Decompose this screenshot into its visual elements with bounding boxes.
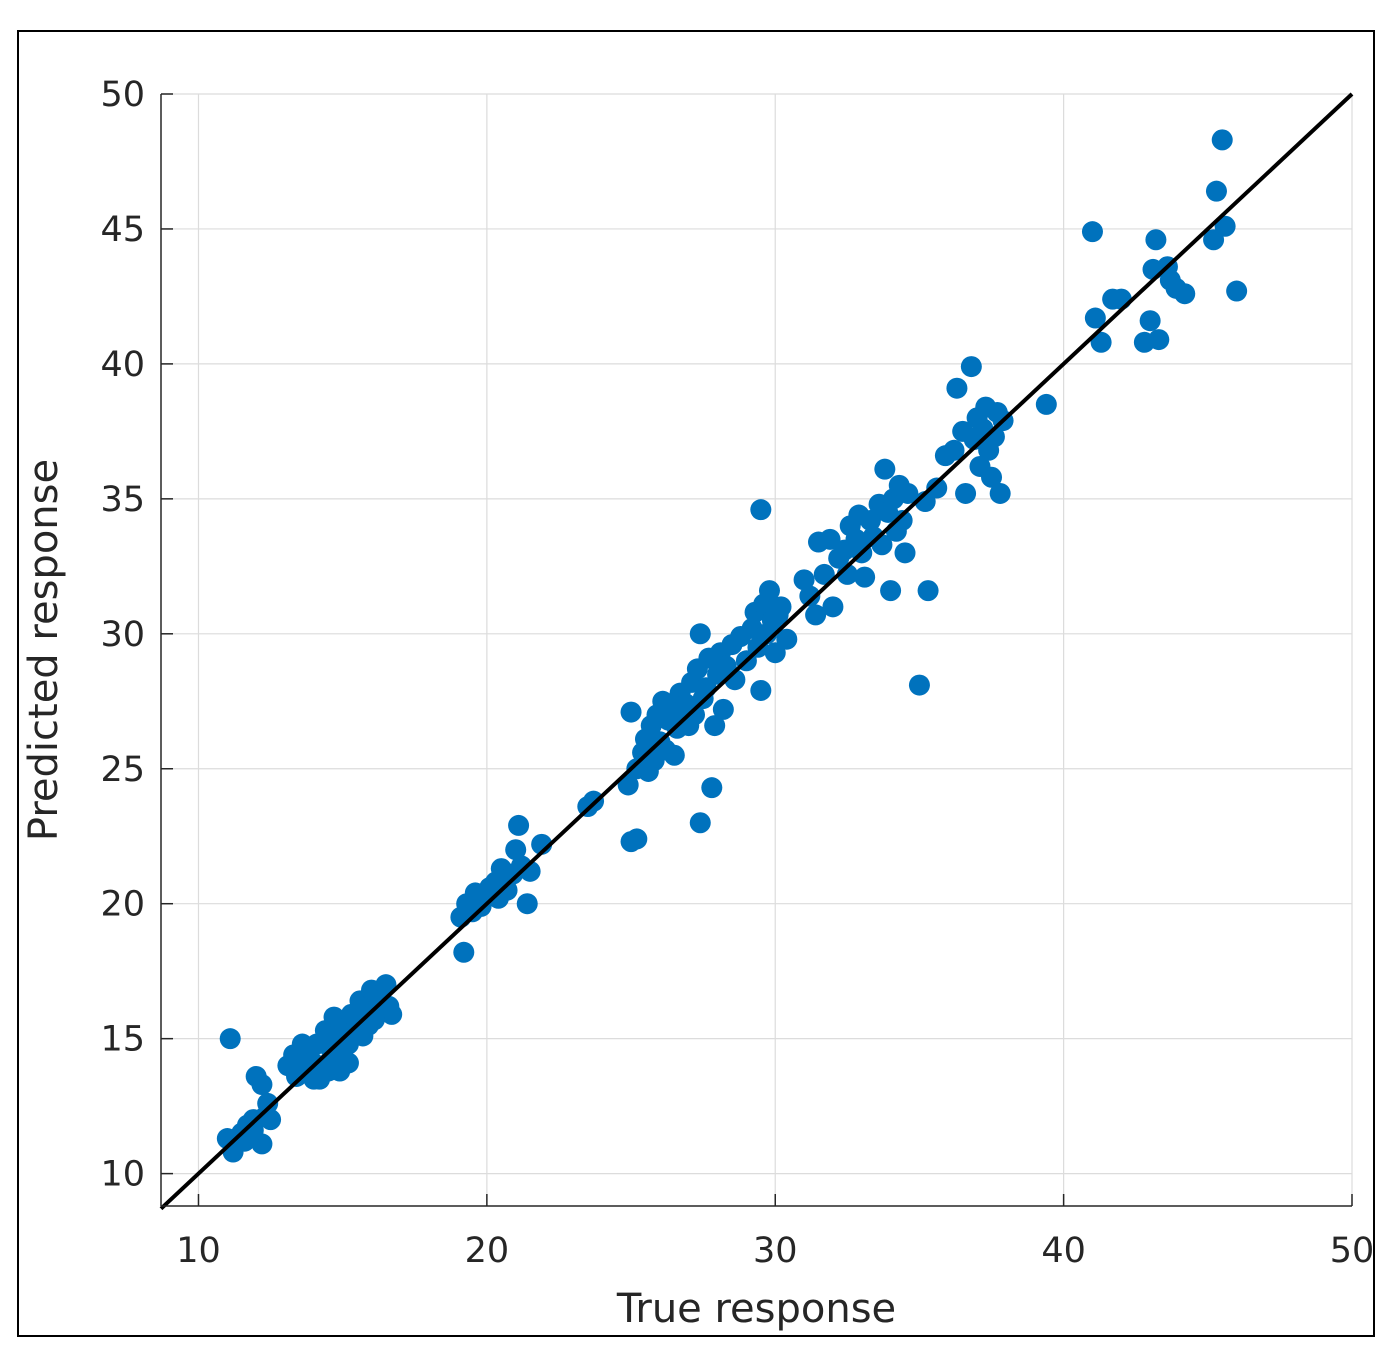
reference-line-layer [159, 92, 1354, 1211]
data-point [926, 477, 948, 499]
grid [161, 93, 1353, 1206]
data-point [1211, 129, 1233, 151]
y-tick-label: 20 [100, 885, 145, 925]
data-point [955, 482, 977, 504]
y-tick-label: 45 [100, 210, 145, 250]
data-point [1148, 329, 1170, 351]
data-point [793, 569, 815, 591]
reference-line [159, 92, 1354, 1211]
data-point [663, 744, 685, 766]
data-point [859, 509, 881, 531]
data-point [750, 499, 772, 521]
data-point [309, 1068, 331, 1090]
data-point [1145, 229, 1167, 251]
data-point [750, 679, 772, 701]
data-point [626, 828, 648, 850]
y-tick-label: 50 [100, 75, 145, 115]
axes: 10 20 30 40 50 10 15 20 25 30 35 40 45 50 [100, 75, 1373, 1271]
data-point [981, 466, 1003, 488]
data-point [1205, 180, 1227, 202]
data-point [946, 377, 968, 399]
data-point [453, 941, 475, 963]
data-point [917, 580, 939, 602]
data-point [822, 596, 844, 618]
data-point [770, 596, 792, 618]
data-point [251, 1074, 273, 1096]
data-point [1214, 215, 1236, 237]
data-point [880, 580, 902, 602]
data-point [704, 715, 726, 737]
data-point [805, 604, 827, 626]
data-point [496, 879, 518, 901]
data-point [337, 1052, 359, 1074]
data-point [689, 623, 711, 645]
data-point [701, 777, 723, 799]
data-point [799, 585, 821, 607]
y-tick-label: 25 [100, 750, 145, 790]
data-point [960, 356, 982, 378]
scatter-plot: 10 20 30 40 50 10 15 20 25 30 35 40 45 50 True respon… [21, 75, 1373, 1332]
chart-frame: 10 20 30 40 50 10 15 20 25 30 35 40 45 50 True respon… [17, 30, 1375, 1337]
data-point [1226, 280, 1248, 302]
data-point [620, 701, 642, 723]
data-point [989, 482, 1011, 504]
data-point [813, 563, 835, 585]
data-point [363, 1009, 385, 1031]
data-points [216, 129, 1248, 1163]
data-point [516, 893, 538, 915]
data-point [381, 1003, 403, 1025]
data-point [776, 628, 798, 650]
data-point [508, 814, 530, 836]
data-point [1081, 221, 1103, 243]
data-point [758, 580, 780, 602]
data-point [617, 774, 639, 796]
x-tick-label: 10 [176, 1231, 221, 1271]
x-tick-label: 20 [465, 1231, 510, 1271]
data-point [683, 704, 705, 726]
data-point [1174, 283, 1196, 305]
data-point [219, 1028, 241, 1050]
y-tick-label: 40 [100, 345, 145, 385]
data-point [1084, 307, 1106, 329]
data-point [712, 698, 734, 720]
x-axis-label: True response [616, 1286, 896, 1332]
data-point [943, 439, 965, 461]
data-point [1110, 288, 1132, 310]
y-axis-label: Predicted response [21, 459, 67, 841]
data-point [505, 839, 527, 861]
data-point [1139, 310, 1161, 332]
data-point [479, 877, 501, 899]
data-point [254, 1106, 276, 1128]
x-tick-label: 30 [753, 1231, 798, 1271]
x-tick-label: 40 [1041, 1231, 1086, 1271]
data-point [1035, 393, 1057, 415]
y-tick-label: 30 [100, 615, 145, 655]
data-point [854, 566, 876, 588]
data-point [819, 528, 841, 550]
x-tick-label: 50 [1330, 1231, 1373, 1271]
data-point [291, 1033, 313, 1055]
y-tick-label: 35 [100, 480, 145, 520]
data-point [689, 812, 711, 834]
y-tick-label: 15 [100, 1020, 145, 1060]
data-point [908, 674, 930, 696]
data-point [1090, 331, 1112, 353]
data-point [874, 458, 896, 480]
data-point [894, 542, 916, 564]
data-point [891, 509, 913, 531]
y-tick-label: 10 [100, 1155, 145, 1195]
data-point [897, 482, 919, 504]
data-point [375, 974, 397, 996]
